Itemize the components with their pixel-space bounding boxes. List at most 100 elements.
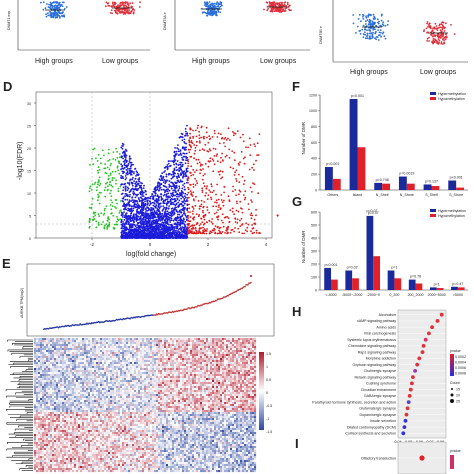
volcano-point bbox=[120, 214, 123, 217]
volcano-point bbox=[154, 215, 156, 218]
volcano-point bbox=[111, 177, 114, 179]
volcano-ytick: 25 bbox=[27, 125, 31, 129]
swarm-dot bbox=[217, 10, 220, 13]
volcano-point bbox=[251, 224, 254, 226]
volcano-point bbox=[182, 196, 185, 199]
volcano-point bbox=[219, 208, 222, 211]
volcano-point bbox=[115, 182, 117, 185]
volcano-point bbox=[137, 230, 140, 233]
volcano-point bbox=[91, 157, 93, 160]
volcano-point bbox=[105, 223, 108, 226]
bar-category: S_Shore bbox=[449, 193, 463, 197]
volcano-point bbox=[239, 161, 241, 164]
volcano-point bbox=[104, 207, 106, 210]
swarm-dot bbox=[368, 19, 371, 21]
bar-ytick: 200 bbox=[311, 262, 317, 266]
bar-hyper bbox=[324, 167, 333, 190]
volcano-point bbox=[149, 197, 152, 200]
bar-category: Island bbox=[353, 193, 363, 197]
swarm-dot bbox=[367, 23, 370, 25]
volcano-point bbox=[174, 234, 177, 236]
bar-hypo bbox=[332, 178, 341, 190]
kegg-term: Amino acids bbox=[376, 325, 396, 329]
swarm-dot bbox=[441, 21, 443, 24]
bar-hyper bbox=[387, 270, 395, 290]
top2-xlabel-low: Low groups bbox=[260, 58, 297, 65]
volcano-point bbox=[142, 223, 144, 226]
swarm-dot bbox=[364, 20, 367, 23]
volcano-point bbox=[110, 162, 112, 165]
volcano-point bbox=[170, 160, 172, 163]
volcano-point bbox=[133, 199, 135, 202]
volcano-point bbox=[204, 173, 206, 175]
volcano-point bbox=[156, 213, 159, 216]
volcano-point bbox=[151, 212, 154, 215]
volcano-point bbox=[129, 167, 132, 170]
volcano-point bbox=[167, 213, 170, 216]
kegg-term: Chemokine signaling pathway bbox=[348, 344, 396, 348]
volcano-point bbox=[180, 136, 182, 138]
volcano-point bbox=[114, 159, 117, 161]
volcano-point bbox=[145, 208, 147, 211]
swarm-dot bbox=[217, 5, 220, 7]
volcano-point bbox=[182, 177, 184, 179]
bar-ytick: 0 bbox=[315, 188, 317, 192]
volcano-point bbox=[214, 225, 217, 228]
volcano-point bbox=[177, 144, 179, 147]
volcano-point bbox=[137, 174, 139, 177]
bar-legend-hypo: Hypomethylation bbox=[438, 214, 465, 218]
volcano-point bbox=[222, 160, 224, 162]
volcano-xlabel: log(fold change) bbox=[126, 251, 176, 258]
volcano-point bbox=[176, 221, 179, 224]
volcano-point bbox=[166, 164, 169, 166]
volcano-point bbox=[133, 213, 135, 216]
volcano-point bbox=[121, 200, 124, 202]
top2-xlabel-high: High groups bbox=[192, 58, 230, 65]
volcano-point bbox=[192, 168, 195, 171]
volcano-point bbox=[168, 180, 171, 183]
volcano-point bbox=[136, 209, 138, 212]
volcano-point bbox=[227, 137, 229, 140]
volcano-point bbox=[189, 190, 192, 193]
volcano-point bbox=[111, 185, 114, 188]
volcano-point bbox=[135, 175, 137, 177]
volcano-point bbox=[235, 209, 238, 212]
volcano-point bbox=[188, 203, 190, 206]
swarm-dot bbox=[127, 11, 130, 14]
volcano-point bbox=[109, 181, 111, 184]
colorbar-tick: 1 bbox=[266, 365, 268, 369]
volcano-point bbox=[222, 221, 224, 224]
volcano-point bbox=[88, 226, 91, 229]
swarm-dot bbox=[52, 1, 55, 4]
volcano-point bbox=[116, 216, 118, 218]
volcano-point bbox=[168, 186, 171, 188]
volcano-point bbox=[158, 189, 160, 192]
volcano-point bbox=[193, 152, 196, 155]
swarm-dot bbox=[53, 8, 56, 10]
volcano-point bbox=[145, 193, 148, 196]
swarm-dot bbox=[286, 1, 289, 4]
volcano-point bbox=[122, 160, 125, 163]
expr-point bbox=[247, 283, 249, 286]
volcano-point bbox=[145, 216, 148, 219]
volcano-point bbox=[235, 180, 238, 182]
volcano-point bbox=[252, 182, 254, 185]
volcano-point bbox=[115, 223, 118, 226]
volcano-point bbox=[187, 158, 189, 161]
swarm-dot bbox=[368, 13, 370, 16]
volcano-point bbox=[249, 186, 252, 189]
swarm-dot bbox=[109, 12, 112, 14]
volcano-point bbox=[108, 159, 111, 161]
swarm-dot bbox=[126, 1, 129, 4]
volcano-point bbox=[98, 176, 101, 179]
kegg-dot bbox=[407, 394, 412, 398]
volcano-ylabel: -log10(FDR) bbox=[17, 141, 24, 180]
volcano-point bbox=[161, 217, 163, 219]
volcano-point bbox=[205, 192, 208, 194]
volcano-point bbox=[139, 234, 142, 237]
volcano-point bbox=[134, 199, 137, 202]
swarm-dot bbox=[362, 36, 365, 38]
swarm-dot bbox=[378, 31, 381, 34]
volcano-point bbox=[124, 164, 127, 167]
